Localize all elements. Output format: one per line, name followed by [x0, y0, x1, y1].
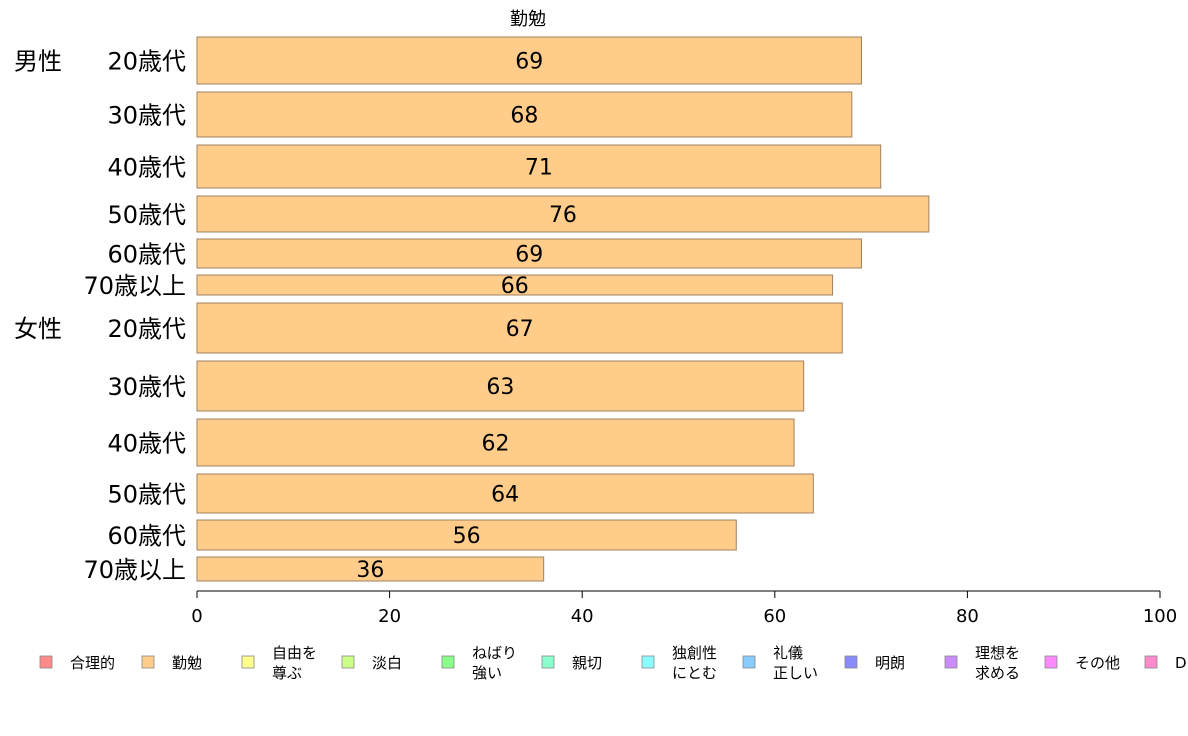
data-label: 67 — [506, 317, 534, 342]
category-label: 60歳代 — [107, 241, 186, 269]
category-label: 70歳以上 — [83, 556, 186, 584]
data-label: 62 — [482, 432, 510, 457]
bar-male-0 — [196, 36, 862, 85]
legend-label: 理想を求める — [975, 644, 1020, 682]
legend-swatch — [1044, 655, 1058, 669]
legend-label: 独創性にとむ — [672, 644, 717, 682]
bar-female-3 — [196, 473, 814, 514]
bars: 69 20歳代 男性 68 30歳代 71 40歳代 76 50歳代 69 60歳代 66 70歳以上 6… — [14, 36, 930, 584]
x-tick-label: 0 — [191, 606, 202, 627]
bar-male-2 — [196, 144, 882, 189]
legend-swatch — [541, 655, 555, 669]
x-tick-label: 80 — [956, 606, 979, 627]
category-label: 50歳代 — [107, 201, 186, 229]
data-label: 68 — [510, 104, 538, 129]
category-label: 50歳代 — [107, 481, 186, 509]
bar-female-1 — [196, 360, 805, 412]
legend-swatch — [1144, 655, 1158, 669]
category-label: 70歳以上 — [83, 272, 186, 300]
legend-label: D — [1175, 654, 1187, 672]
data-label: 66 — [501, 274, 529, 299]
bar-male-4 — [196, 238, 862, 269]
legend-label: 淡白 — [372, 654, 402, 672]
category-label: 30歳代 — [107, 102, 186, 130]
legend-swatch — [641, 655, 655, 669]
legend-swatch — [39, 655, 53, 669]
x-tick-label: 60 — [763, 606, 786, 627]
chart-title: 勤勉 — [510, 9, 546, 30]
x-tick-label: 40 — [571, 606, 594, 627]
legend-label: 自由を尊ぶ — [272, 644, 317, 682]
data-label: 69 — [515, 243, 543, 268]
data-label: 63 — [486, 375, 514, 400]
data-label: 69 — [515, 50, 543, 75]
data-label: 71 — [525, 156, 553, 181]
bar-male-3 — [196, 195, 930, 233]
x-tick-label: 100 — [1143, 606, 1177, 627]
legend-label: ねばり強い — [472, 644, 517, 682]
category-label: 40歳代 — [107, 154, 186, 182]
data-label: 56 — [453, 524, 481, 549]
category-label: 60歳代 — [107, 522, 186, 550]
legend-label: 明朗 — [875, 654, 905, 672]
legend-swatch — [441, 655, 455, 669]
legend-swatch — [141, 655, 155, 669]
legend-label: 合理的 — [70, 654, 115, 672]
x-axis: 0 20 40 60 80 100 — [191, 590, 1177, 627]
bar-male-5 — [196, 274, 834, 296]
group-label: 女性 — [14, 315, 62, 343]
data-label: 64 — [491, 483, 519, 508]
bar-female-2 — [196, 418, 795, 467]
category-label: 20歳代 — [107, 48, 186, 76]
data-label: 36 — [356, 558, 384, 583]
bar-female-0 — [196, 302, 843, 354]
legend-label: 勤勉 — [172, 654, 202, 672]
legend-swatch — [341, 655, 355, 669]
bar-male-1 — [196, 91, 853, 138]
legend-label: 礼儀正しい — [773, 644, 818, 682]
legend-label: その他 — [1075, 654, 1120, 672]
category-label: 30歳代 — [107, 373, 186, 401]
category-label: 20歳代 — [107, 315, 186, 343]
group-label: 男性 — [14, 48, 62, 76]
data-label: 76 — [549, 203, 577, 228]
category-label: 40歳代 — [107, 430, 186, 458]
legend-swatch — [241, 655, 255, 669]
legend: 合理的 勤勉 自由を尊ぶ 淡白 ねばり強い 親切 独創性にとむ 礼儀正しい 明朗 理想を求める その… — [39, 644, 1187, 682]
bar-female-5 — [196, 556, 545, 582]
legend-label: 親切 — [572, 654, 602, 672]
legend-swatch — [844, 655, 858, 669]
legend-swatch — [944, 655, 958, 669]
legend-swatch — [742, 655, 756, 669]
bar-female-4 — [196, 519, 737, 551]
x-tick-label: 20 — [378, 606, 401, 627]
